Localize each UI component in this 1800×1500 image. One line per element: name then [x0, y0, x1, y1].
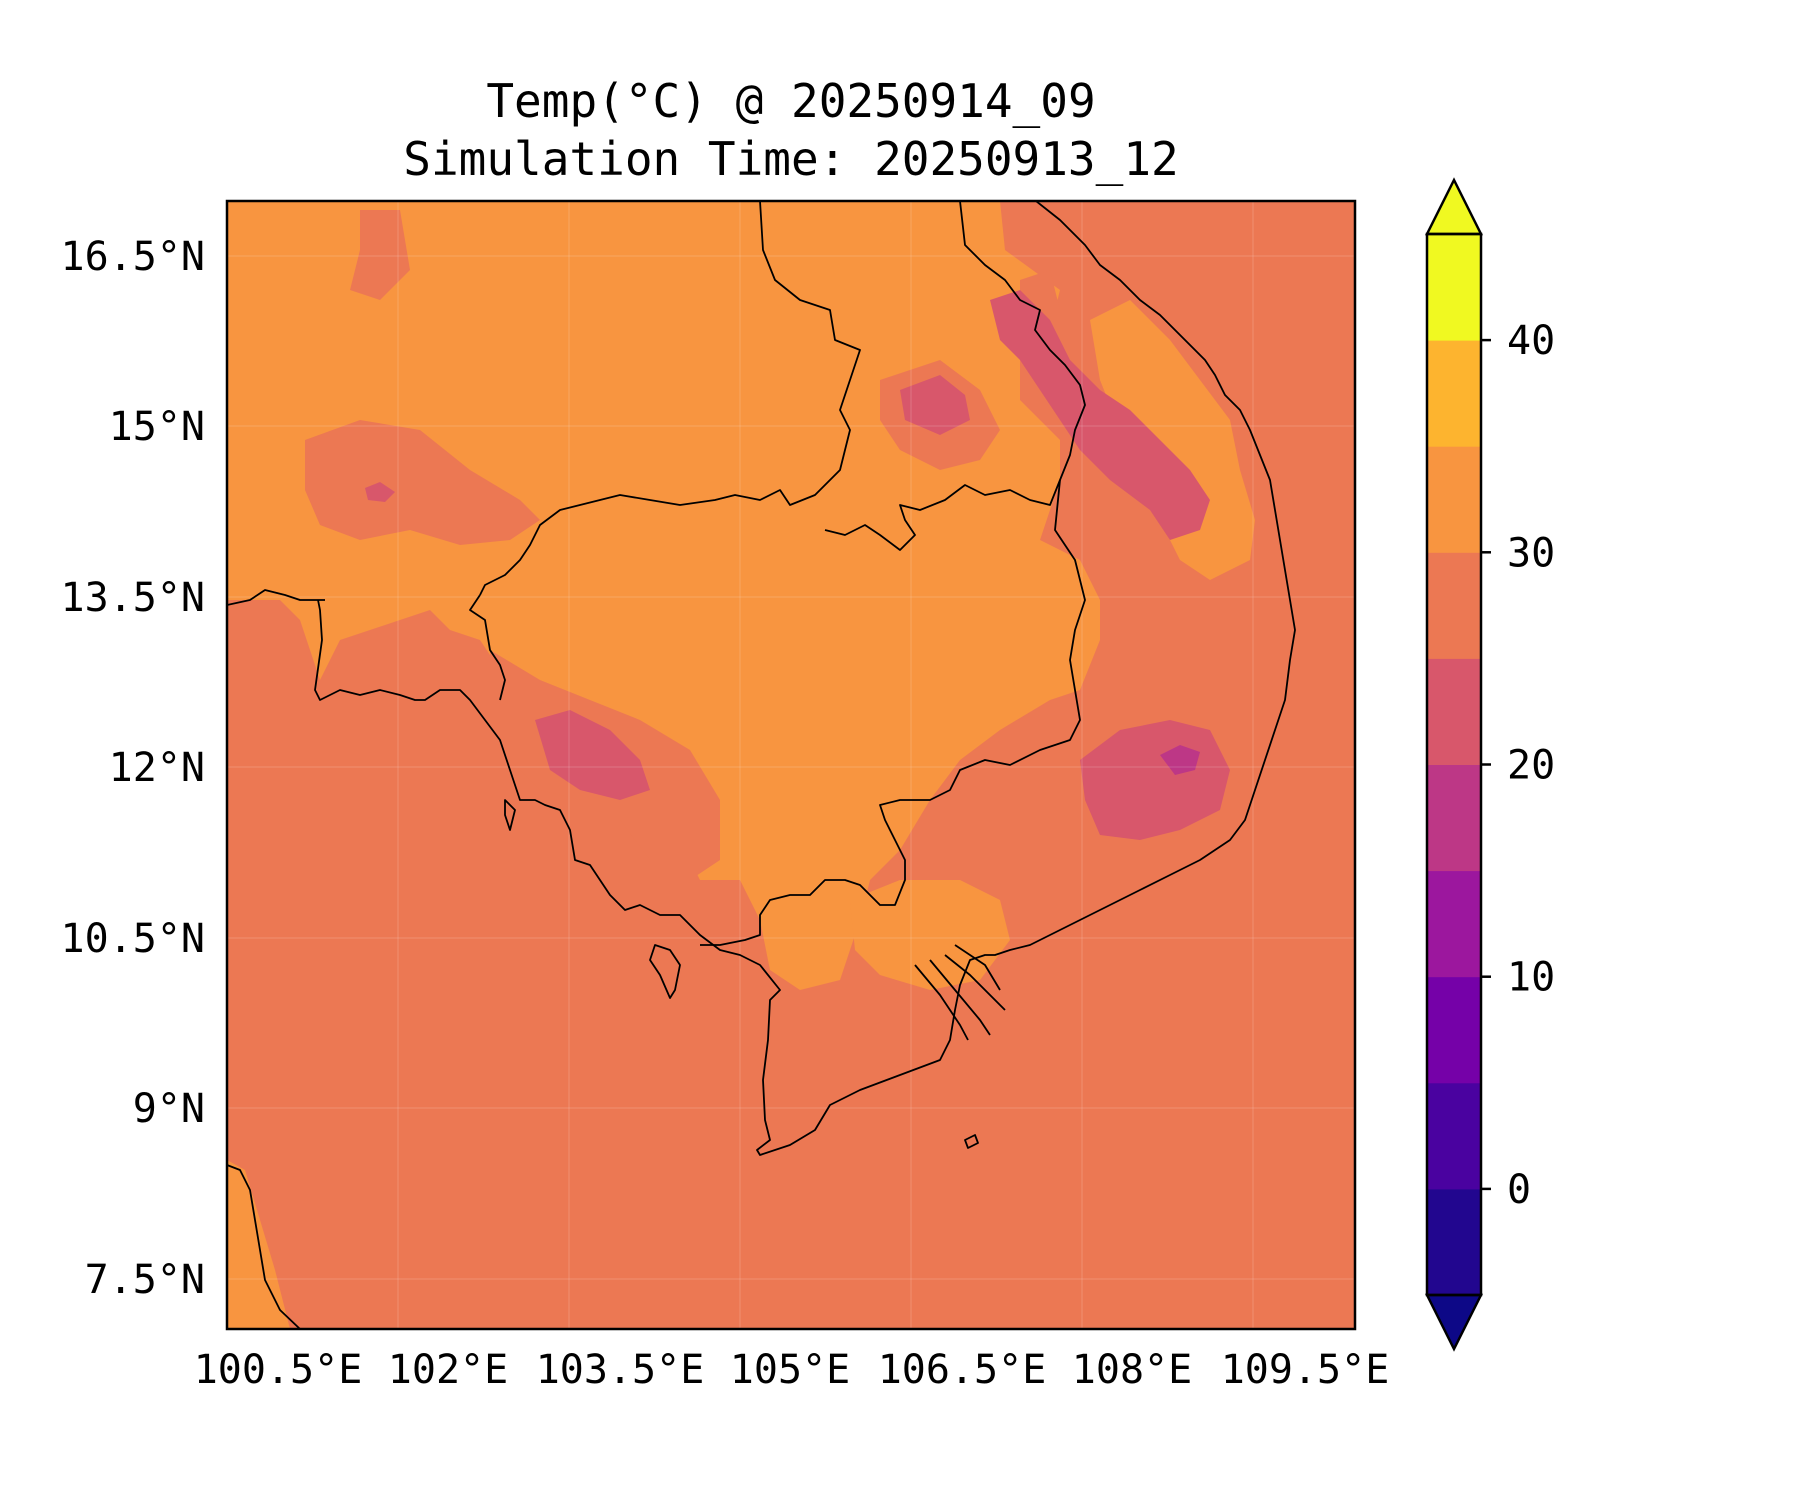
x-tick-label: 108°E: [1072, 1347, 1192, 1393]
colorbar-extend-max: [1424, 177, 1484, 236]
colorbar-segment: [1427, 870, 1481, 978]
y-axis-labels: 16.5°N 15°N 13.5°N 12°N 10.5°N 9°N 7.5°N: [61, 234, 206, 1303]
colorbar-tick-label: 10: [1507, 955, 1555, 1001]
border-thailand-myanmar: [227, 589, 325, 606]
field-patch-thai-north: [305, 420, 540, 545]
y-tick-label: 9°N: [133, 1086, 205, 1132]
colorbar-segment: [1427, 340, 1481, 447]
colorbar-segment: [1427, 658, 1481, 765]
field-cool-cardamom: [535, 710, 650, 800]
y-tick-label: 10.5°N: [61, 916, 206, 962]
x-tick-label: 106.5°E: [878, 1347, 1047, 1393]
field-cool-thai-spot: [365, 482, 395, 502]
simulation-time-title: Simulation Time: 20250913_12: [403, 132, 1178, 186]
border-thailand-cambodia: [469, 594, 506, 701]
x-tick-label: 105°E: [730, 1347, 850, 1393]
map-title: Temp(°C) @ 20250914_09: [486, 74, 1095, 128]
island-koh-kong: [504, 799, 516, 831]
field-cool-laos-pocket: [900, 375, 970, 435]
colorbar-segment: [1427, 1188, 1481, 1296]
y-tick-label: 15°N: [109, 404, 205, 450]
colorbar-segment: [1427, 446, 1481, 553]
map-frame: [225, 199, 1357, 1331]
field-coldest-pocket: [1160, 745, 1200, 775]
island-con-dao: [964, 1134, 979, 1149]
mekong-delta-branches: [914, 944, 1006, 1041]
border-laos-vietnam: [824, 201, 1086, 551]
y-tick-label: 16.5°N: [61, 234, 206, 280]
colorbar-tick-label: 0: [1507, 1167, 1531, 1213]
colorbar-segment: [1427, 552, 1481, 659]
island-phu-quoc: [649, 944, 681, 999]
colorbar-segment: [1427, 234, 1481, 341]
colorbar-segment: [1427, 764, 1481, 872]
x-tick-label: 102°E: [388, 1347, 508, 1393]
graticule: [227, 201, 1355, 1329]
colorbar-tick-label: 30: [1507, 530, 1555, 576]
colorbar: 0 10 20 30 40: [1424, 177, 1555, 1352]
y-tick-label: 7.5°N: [85, 1257, 205, 1303]
colorbar-segment: [1427, 1082, 1481, 1190]
colorbar-tick-label: 40: [1507, 318, 1555, 364]
field-cool-highlands: [990, 290, 1210, 540]
map-panel: [227, 201, 1355, 1329]
colorbar-tick-label: 20: [1507, 743, 1555, 789]
x-axis-labels: 100.5°E 102°E 103.5°E 105°E 106.5°E 108°…: [194, 1347, 1390, 1393]
border-cambodia-vietnam: [700, 479, 1086, 946]
coastline-indochina: [314, 201, 1296, 1156]
x-tick-label: 109.5°E: [1221, 1347, 1390, 1393]
field-warm-coast: [1090, 300, 1255, 580]
x-tick-label: 103.5°E: [536, 1347, 705, 1393]
field-warm-tongue: [850, 880, 1010, 990]
field-patch-north-strip: [350, 210, 410, 300]
x-tick-label: 100.5°E: [194, 1347, 363, 1393]
border-thailand-laos: [479, 201, 861, 596]
coastline-malay: [227, 1164, 301, 1329]
colorbar-segment: [1427, 976, 1481, 1084]
y-tick-label: 13.5°N: [61, 575, 206, 621]
colorbar-extend-min: [1424, 1293, 1484, 1352]
y-tick-label: 12°N: [109, 745, 205, 791]
